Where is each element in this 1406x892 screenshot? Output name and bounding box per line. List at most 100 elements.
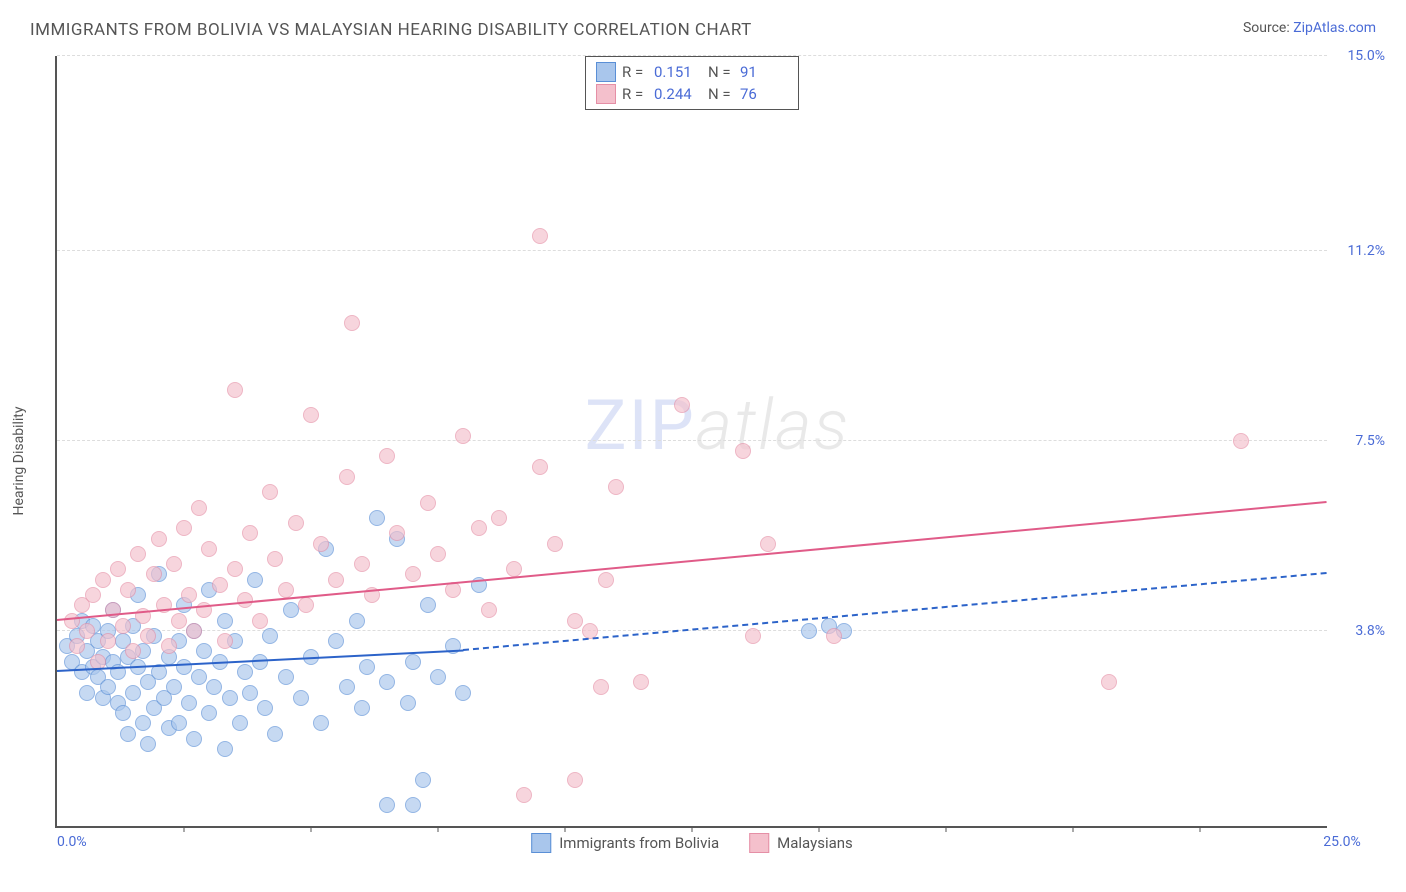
gridline: [57, 250, 1327, 251]
data-point: [191, 669, 207, 685]
data-point: [69, 638, 85, 654]
data-point: [379, 448, 395, 464]
data-point: [140, 628, 156, 644]
data-point: [100, 679, 116, 695]
data-point: [405, 654, 421, 670]
data-point: [608, 479, 624, 495]
chart-header: IMMIGRANTS FROM BOLIVIA VS MALAYSIAN HEA…: [0, 0, 1406, 46]
data-point: [349, 613, 365, 629]
data-point: [420, 597, 436, 613]
x-tick: [692, 826, 693, 832]
data-point: [206, 679, 222, 695]
legend-n-label: N =: [708, 63, 734, 81]
data-point: [191, 500, 207, 516]
legend-swatch: [596, 84, 616, 104]
legend-n-value: 76: [740, 85, 788, 103]
data-point: [745, 628, 761, 644]
data-point: [79, 685, 95, 701]
data-point: [826, 628, 842, 644]
series-legend-item: Immigrants from Bolivia: [531, 833, 719, 853]
data-point: [455, 428, 471, 444]
legend-r-label: R =: [622, 63, 648, 81]
data-point: [146, 566, 162, 582]
trend-line: [57, 501, 1327, 621]
x-tick: [438, 826, 439, 832]
legend-r-value: 0.244: [654, 85, 702, 103]
data-point: [64, 613, 80, 629]
x-tick: [819, 826, 820, 832]
data-point: [227, 561, 243, 577]
data-point: [471, 520, 487, 536]
x-min-label: 0.0%: [57, 834, 87, 850]
data-point: [278, 669, 294, 685]
watermark: ZIPatlas: [585, 385, 850, 467]
x-tick: [1200, 826, 1201, 832]
gridline: [57, 55, 1327, 56]
data-point: [567, 772, 583, 788]
data-point: [288, 515, 304, 531]
chart-container: Hearing Disability ZIPatlas R =0.151N =9…: [0, 46, 1406, 876]
series-label: Immigrants from Bolivia: [559, 834, 719, 852]
trend-line-dashed: [463, 572, 1327, 651]
data-point: [293, 690, 309, 706]
data-point: [313, 715, 329, 731]
data-point: [278, 582, 294, 598]
data-point: [95, 572, 111, 588]
data-point: [186, 623, 202, 639]
data-point: [247, 572, 263, 588]
y-tick-label: 3.8%: [1335, 623, 1385, 639]
x-tick: [946, 826, 947, 832]
data-point: [130, 546, 146, 562]
legend-r-value: 0.151: [654, 63, 702, 81]
data-point: [217, 613, 233, 629]
data-point: [303, 407, 319, 423]
data-point: [532, 459, 548, 475]
data-point: [242, 525, 258, 541]
data-point: [516, 787, 532, 803]
data-point: [115, 705, 131, 721]
data-point: [379, 674, 395, 690]
data-point: [339, 469, 355, 485]
data-point: [166, 556, 182, 572]
series-label: Malaysians: [777, 834, 853, 852]
data-point: [196, 643, 212, 659]
data-point: [227, 382, 243, 398]
data-point: [242, 685, 258, 701]
data-point: [430, 669, 446, 685]
data-point: [237, 664, 253, 680]
data-point: [171, 715, 187, 731]
data-point: [252, 613, 268, 629]
data-point: [532, 228, 548, 244]
data-point: [201, 541, 217, 557]
data-point: [369, 510, 385, 526]
x-max-label: 25.0%: [1323, 834, 1361, 850]
data-point: [262, 484, 278, 500]
data-point: [125, 643, 141, 659]
data-point: [222, 690, 238, 706]
data-point: [430, 546, 446, 562]
y-tick-label: 7.5%: [1335, 433, 1385, 449]
data-point: [1101, 674, 1117, 690]
data-point: [405, 797, 421, 813]
series-legend: Immigrants from Bolivia Malaysians: [531, 833, 853, 853]
chart-title: IMMIGRANTS FROM BOLIVIA VS MALAYSIAN HEA…: [30, 20, 752, 40]
data-point: [79, 623, 95, 639]
data-point: [151, 531, 167, 547]
data-point: [547, 536, 563, 552]
data-point: [201, 705, 217, 721]
data-point: [120, 726, 136, 742]
gridline: [57, 440, 1327, 441]
legend-swatch: [596, 62, 616, 82]
data-point: [135, 715, 151, 731]
data-point: [405, 566, 421, 582]
data-point: [735, 443, 751, 459]
data-point: [593, 679, 609, 695]
data-point: [354, 700, 370, 716]
source-link[interactable]: ZipAtlas.com: [1293, 20, 1376, 36]
legend-row: R =0.244N =76: [596, 83, 788, 105]
data-point: [760, 536, 776, 552]
stat-legend: R =0.151N =91R =0.244N =76: [585, 56, 799, 110]
data-point: [567, 613, 583, 629]
data-point: [339, 679, 355, 695]
data-point: [161, 638, 177, 654]
